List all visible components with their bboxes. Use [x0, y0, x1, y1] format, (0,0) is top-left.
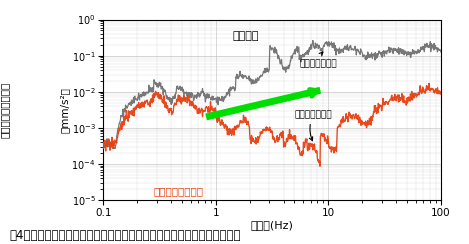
X-axis label: 周波数(Hz): 周波数(Hz): [250, 221, 294, 231]
Y-axis label: （mm/s²）: （mm/s²）: [60, 87, 70, 133]
Text: 信号処理の改良: 信号処理の改良: [295, 110, 332, 141]
Text: 参照信号の測定精度: 参照信号の測定精度: [0, 82, 10, 138]
Text: 装置の雑音低減: 装置の雑音低減: [299, 52, 337, 69]
Text: 図4　低雑音レーザー干渉式振動応答評価装置による参照信号の精度向上: 図4 低雑音レーザー干渉式振動応答評価装置による参照信号の精度向上: [9, 229, 241, 242]
Text: 従来装置: 従来装置: [232, 31, 259, 41]
Text: 今回開発した装置: 今回開発した装置: [153, 186, 204, 196]
